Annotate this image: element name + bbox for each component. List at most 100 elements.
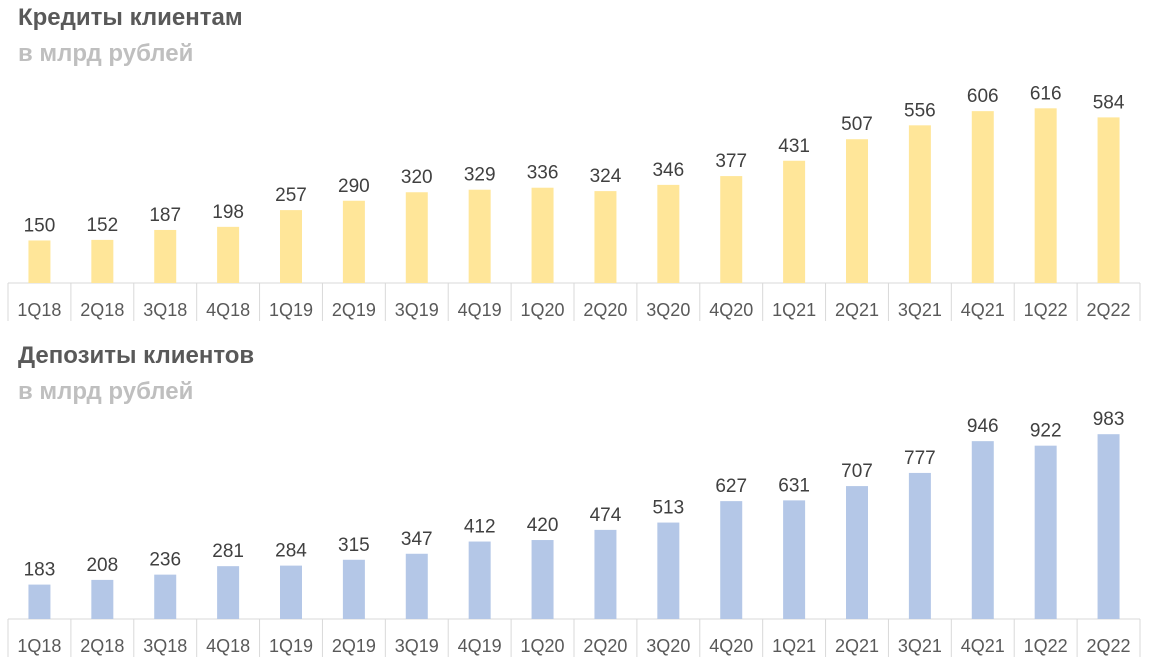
deposits-data-label-3Q18: 236 [149,550,181,571]
deposits-tick-label-3Q20: 3Q20 [646,636,690,656]
loans-data-label-4Q19: 329 [464,165,496,186]
deposits-tick-label-4Q21: 4Q21 [961,636,1005,656]
loans-bar-3Q21 [908,125,931,284]
loans-bar-3Q20 [657,184,680,283]
loans-tick-label-2Q21: 2Q21 [835,300,879,320]
deposits-tick-label-1Q22: 1Q22 [1024,636,1068,656]
loans-tick-label-4Q20: 4Q20 [709,300,753,320]
loans-bar-2Q18 [91,239,114,283]
deposits-tick-label-4Q19: 4Q19 [458,636,502,656]
loans-bar-2Q19 [342,200,365,283]
deposits-bar-1Q20 [531,540,554,619]
deposits-data-label-4Q19: 412 [464,517,496,538]
loans-bar-1Q19 [280,210,302,283]
loans-data-label-3Q18: 187 [149,205,181,226]
loans-bar-1Q22 [1034,108,1057,283]
loans-tick-label-2Q19: 2Q19 [332,300,376,320]
loans-tick-label-3Q18: 3Q18 [143,300,187,320]
deposits-bar-2Q22 [1097,434,1120,619]
deposits-tick-label-1Q18: 1Q18 [17,636,61,656]
deposits-tick-label-2Q20: 2Q20 [583,636,627,656]
deposits-data-label-1Q20: 420 [527,515,559,536]
loans-data-label-4Q20: 377 [715,151,747,172]
loans-data-label-1Q20: 336 [527,163,559,184]
deposits-bar-1Q21 [783,500,806,619]
loans-tick-label-2Q20: 2Q20 [583,300,627,320]
deposits-tick-label-2Q21: 2Q21 [835,636,879,656]
loans-chart-title: Кредиты клиентам [18,4,243,31]
loans-bar-4Q19 [468,189,491,283]
loans-data-label-1Q18: 150 [24,215,56,236]
loans-tick-label-1Q22: 1Q22 [1024,300,1068,320]
loans-bar-4Q20 [720,176,743,283]
loans-bar-4Q21 [971,111,994,283]
deposits-tick-label-3Q18: 3Q18 [143,636,187,656]
deposits-bar-2Q18 [91,579,114,619]
deposits-bar-2Q19 [342,559,365,619]
deposits-chart-title: Депозиты клиентов [18,342,255,369]
loans-chart-subtitle: в млрд рублей [18,40,194,67]
loans-bar-chart: 150 1Q18 152 2Q18 187 3Q18 198 4Q18 257 1Q19 290 2Q… [7,83,1141,321]
loans-data-label-2Q20: 324 [590,166,622,187]
deposits-tick-label-2Q22: 2Q22 [1087,636,1131,656]
deposits-chart-subtitle: в млрд рублей [18,378,194,405]
loans-tick-label-1Q19: 1Q19 [269,300,313,320]
deposits-data-label-2Q21: 707 [841,461,873,482]
loans-tick-label-4Q18: 4Q18 [206,300,250,320]
deposits-bar-1Q18 [28,584,51,619]
deposits-data-label-3Q21: 777 [904,448,936,469]
deposits-bar-chart: 183 1Q18 208 2Q18 236 3Q18 281 4Q18 284 1Q19 315 2Q… [7,409,1141,657]
loans-tick-label-1Q20: 1Q20 [521,300,565,320]
deposits-data-label-2Q20: 474 [590,505,622,526]
loans-tick-label-4Q19: 4Q19 [458,300,502,320]
loans-bar-3Q18 [154,229,177,283]
deposits-data-label-1Q19: 284 [275,541,307,562]
loans-tick-label-2Q18: 2Q18 [80,300,124,320]
loans-tick-label-1Q21: 1Q21 [772,300,816,320]
loans-bar-2Q22 [1097,117,1120,284]
deposits-bar-4Q19 [468,541,491,619]
deposits-data-label-1Q18: 183 [24,560,56,581]
loans-data-label-3Q20: 346 [652,160,684,181]
loans-bar-4Q18 [217,226,240,283]
deposits-data-label-1Q21: 631 [778,475,810,496]
deposits-tick-label-1Q21: 1Q21 [772,636,816,656]
deposits-bar-3Q21 [908,472,931,619]
deposits-bar-2Q21 [846,486,868,619]
loans-bar-1Q21 [783,160,806,283]
loans-data-label-3Q21: 556 [904,100,936,121]
loans-data-label-3Q19: 320 [401,167,433,188]
loans-bar-3Q19 [405,192,428,283]
deposits-bar-4Q20 [720,501,743,619]
deposits-bar-4Q21 [971,441,994,619]
deposits-tick-label-2Q18: 2Q18 [80,636,124,656]
deposits-bar-4Q18 [217,566,240,619]
deposits-data-label-4Q18: 281 [212,541,244,562]
loans-tick-label-1Q18: 1Q18 [17,300,61,320]
deposits-tick-label-4Q20: 4Q20 [709,636,753,656]
deposits-bar-1Q19 [280,565,302,619]
deposits-bar-1Q22 [1034,445,1057,619]
loans-data-label-4Q18: 198 [212,202,244,223]
loans-tick-label-3Q20: 3Q20 [646,300,690,320]
deposits-tick-label-1Q19: 1Q19 [269,636,313,656]
deposits-data-label-4Q20: 627 [715,476,747,497]
deposits-tick-label-3Q19: 3Q19 [395,636,439,656]
loans-bar-2Q20 [594,191,617,283]
loans-data-label-1Q22: 616 [1030,83,1062,104]
deposits-data-label-3Q20: 513 [652,498,684,519]
deposits-data-label-4Q21: 946 [967,416,999,437]
deposits-data-label-2Q19: 315 [338,535,370,556]
deposits-bar-3Q18 [154,574,177,619]
loans-tick-label-3Q21: 3Q21 [898,300,942,320]
deposits-data-label-3Q19: 347 [401,529,433,550]
loans-data-label-2Q18: 152 [86,215,118,236]
loans-tick-label-3Q19: 3Q19 [395,300,439,320]
deposits-tick-label-2Q19: 2Q19 [332,636,376,656]
deposits-bar-3Q20 [657,522,680,619]
deposits-data-label-2Q18: 208 [86,555,118,576]
loans-tick-label-4Q21: 4Q21 [961,300,1005,320]
deposits-tick-label-4Q18: 4Q18 [206,636,250,656]
loans-data-label-4Q21: 606 [967,86,999,107]
deposits-bar-3Q19 [405,553,428,619]
